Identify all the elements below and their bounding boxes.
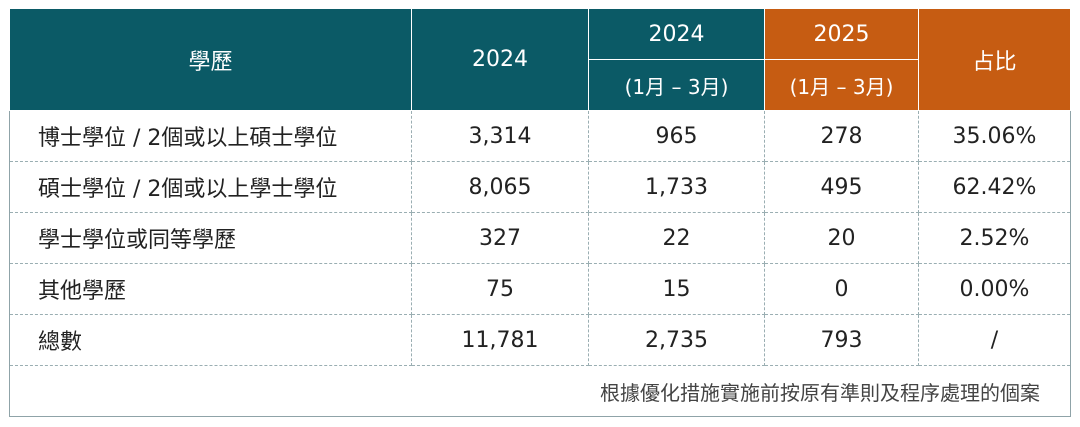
header-2024-q1: 2024 — [588, 8, 765, 60]
header-education: 學歷 — [9, 8, 412, 111]
table-row: 博士學位 / 2個或以上碩士學位 3,314 965 278 35.06% — [9, 110, 1071, 162]
cell-2024: 11,781 — [411, 314, 589, 366]
cell-2024: 75 — [411, 263, 589, 315]
cell-2025-q1: 0 — [764, 263, 919, 315]
row-label: 其他學歷 — [9, 263, 412, 315]
header-2024-q1-period: (1月 – 3月) — [588, 59, 765, 111]
header-2025-q1: 2025 — [764, 8, 919, 60]
header-2024: 2024 — [411, 8, 589, 111]
cell-2024-q1: 15 — [588, 263, 765, 315]
cell-2025-q1: 20 — [764, 212, 919, 264]
cell-share: 2.52% — [918, 212, 1071, 264]
cell-share: 0.00% — [918, 263, 1071, 315]
cell-share: / — [918, 314, 1071, 366]
cell-2025-q1: 793 — [764, 314, 919, 366]
cell-share: 35.06% — [918, 110, 1071, 162]
footnote: 根據優化措施實施前按原有準則及程序處理的個案 — [9, 365, 1071, 417]
cell-2025-q1: 278 — [764, 110, 919, 162]
table-row: 其他學歷 75 15 0 0.00% — [9, 263, 1071, 315]
cell-2025-q1: 495 — [764, 161, 919, 213]
cell-2024-q1: 22 — [588, 212, 765, 264]
data-table-container: 學歷 2024 2024 2025 占比 (1月 – 3月) (1月 – 3月)… — [9, 8, 1071, 419]
cell-2024: 3,314 — [411, 110, 589, 162]
table-header: 學歷 2024 2024 2025 占比 (1月 – 3月) (1月 – 3月) — [9, 8, 1071, 111]
table-row-total: 總數 11,781 2,735 793 / — [9, 314, 1071, 366]
header-share: 占比 — [918, 8, 1071, 111]
table-row: 學士學位或同等學歷 327 22 20 2.52% — [9, 212, 1071, 264]
table-footnote-row: 根據優化措施實施前按原有準則及程序處理的個案 — [9, 365, 1071, 417]
cell-2024-q1: 1,733 — [588, 161, 765, 213]
table-body: 博士學位 / 2個或以上碩士學位 3,314 965 278 35.06% 碩士… — [9, 110, 1071, 417]
cell-2024-q1: 2,735 — [588, 314, 765, 366]
row-label: 學士學位或同等學歷 — [9, 212, 412, 264]
row-label: 總數 — [9, 314, 412, 366]
cell-2024: 8,065 — [411, 161, 589, 213]
cell-share: 62.42% — [918, 161, 1071, 213]
education-stats-table: 學歷 2024 2024 2025 占比 (1月 – 3月) (1月 – 3月)… — [9, 8, 1071, 417]
cell-2024: 327 — [411, 212, 589, 264]
header-2025-q1-period: (1月 – 3月) — [764, 59, 919, 111]
cell-2024-q1: 965 — [588, 110, 765, 162]
table-row: 碩士學位 / 2個或以上學士學位 8,065 1,733 495 62.42% — [9, 161, 1071, 213]
row-label: 碩士學位 / 2個或以上學士學位 — [9, 161, 412, 213]
row-label: 博士學位 / 2個或以上碩士學位 — [9, 110, 412, 162]
